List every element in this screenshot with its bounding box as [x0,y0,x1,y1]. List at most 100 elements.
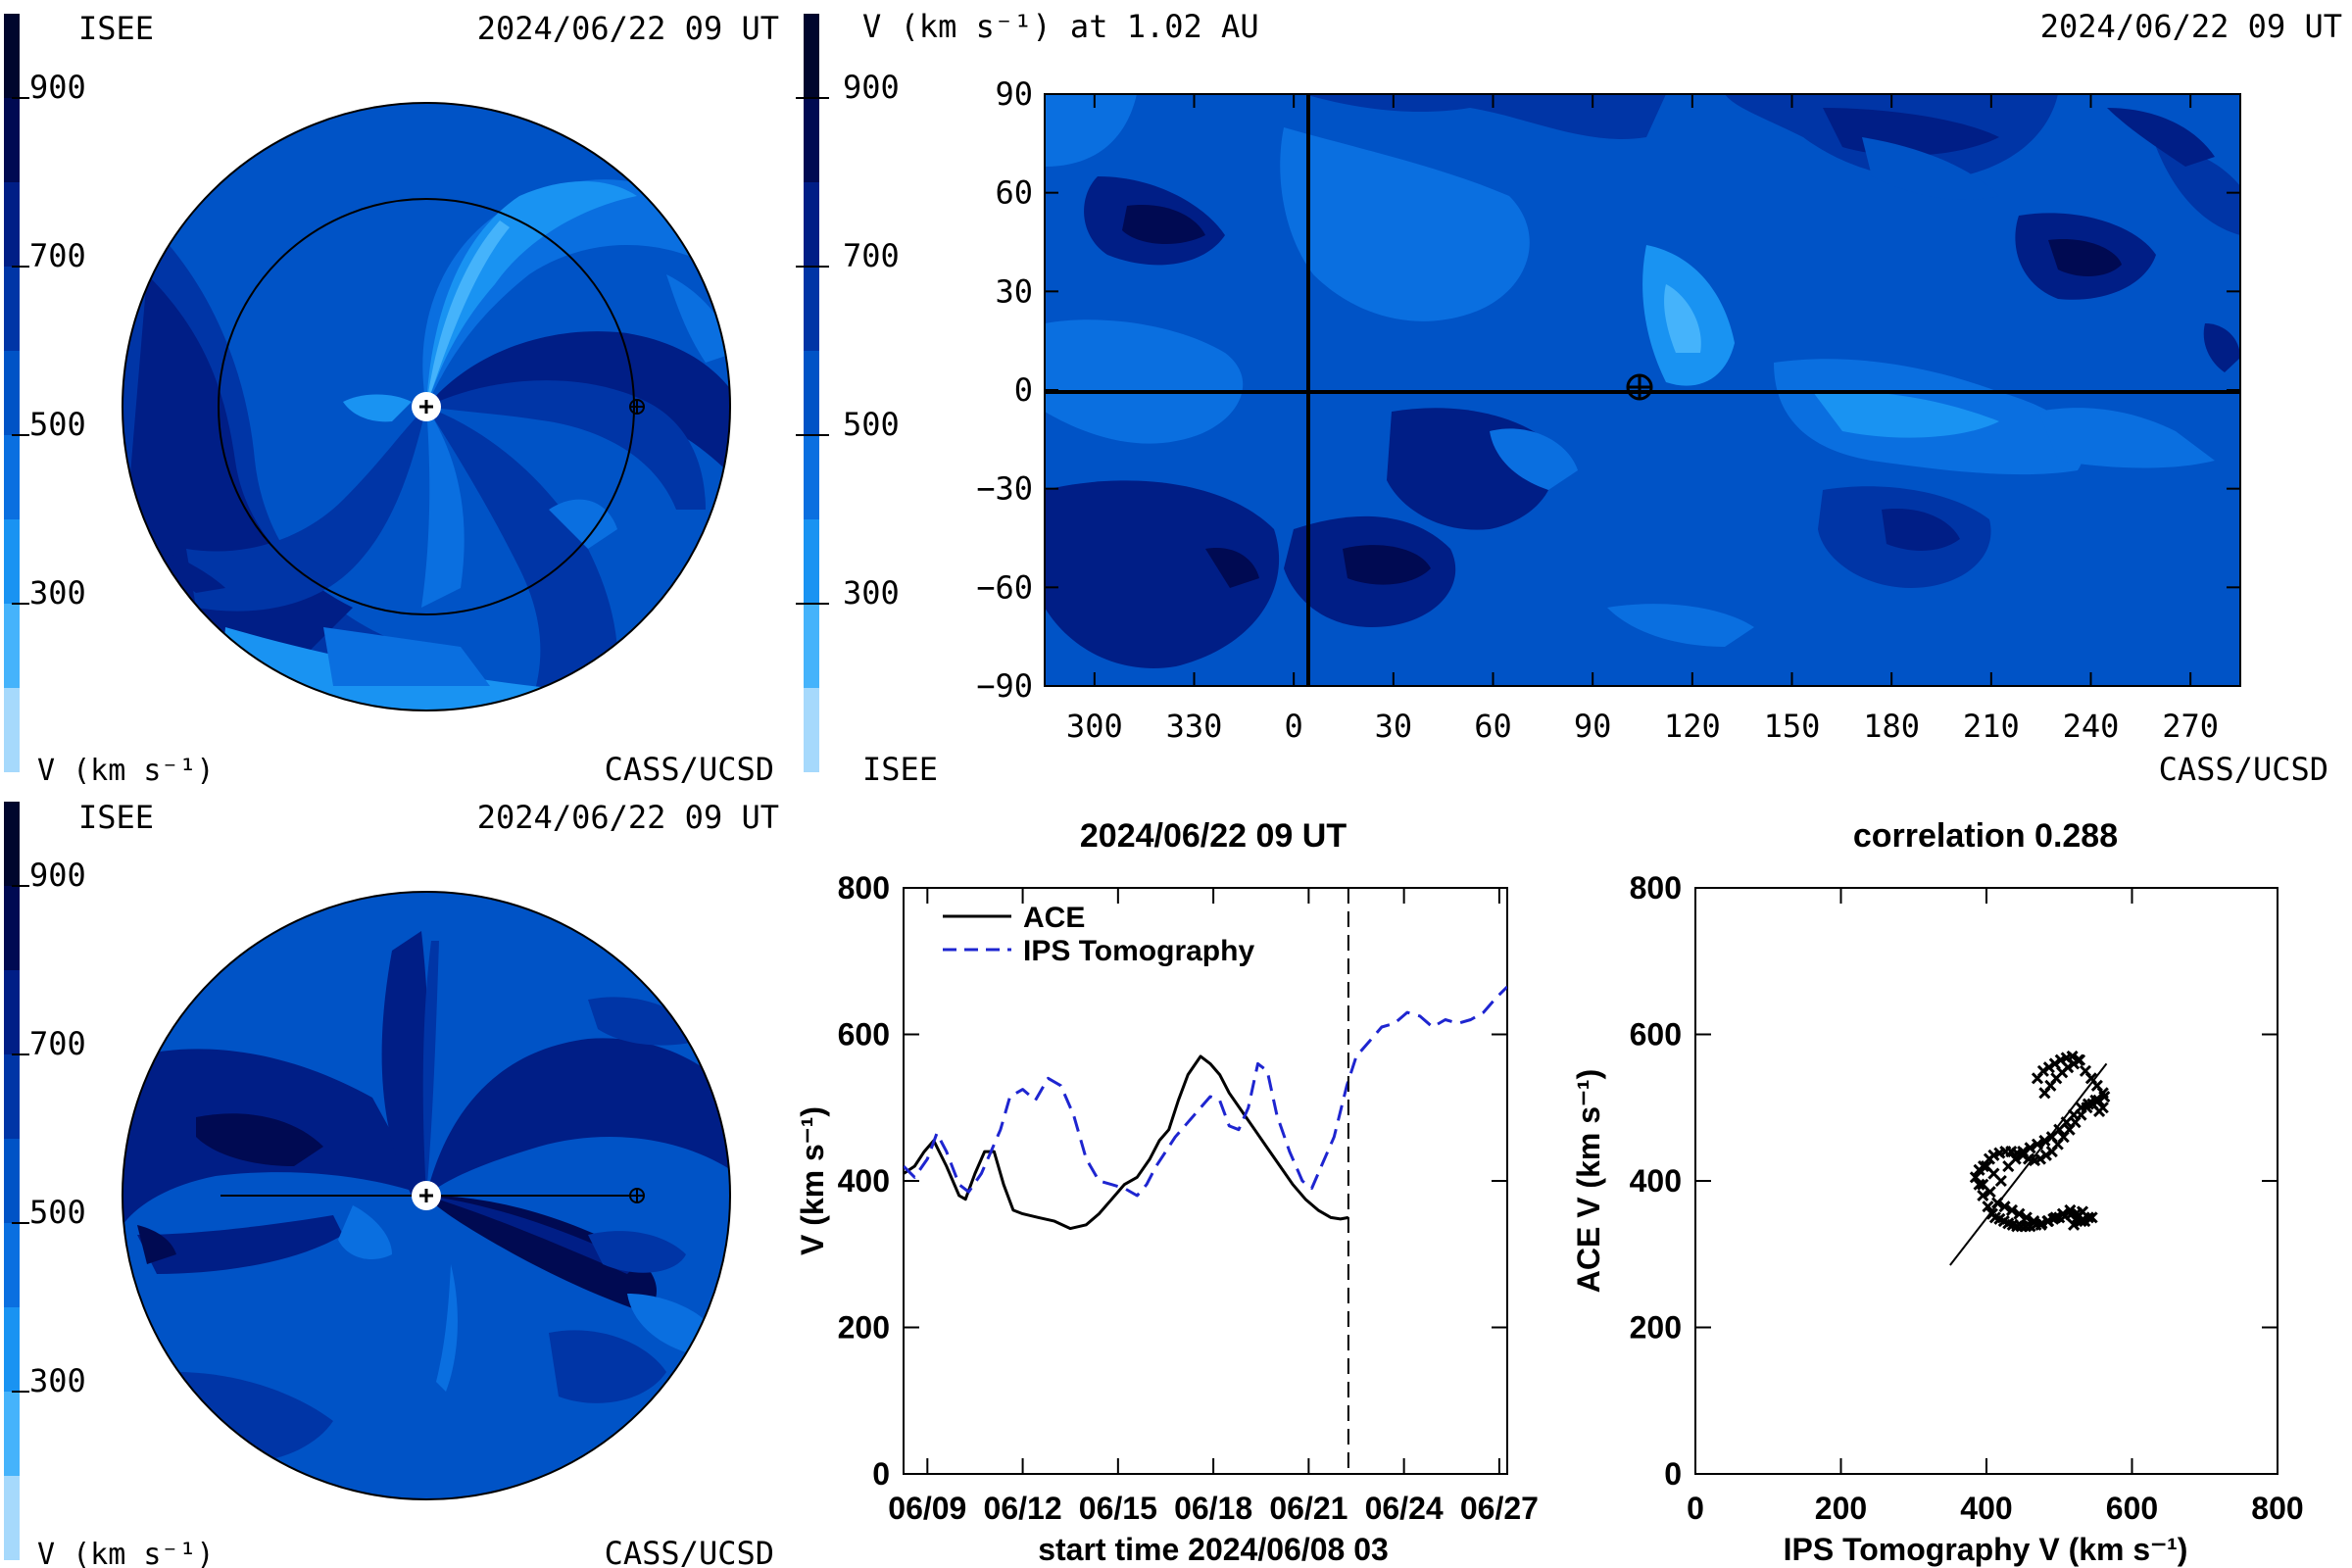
ts-y-tick-label: 800 [838,870,890,906]
bl-unit-label: V (km s⁻¹) [37,1538,215,1568]
tr-x-tick-label: 330 [1166,708,1223,745]
sc-point [2042,1061,2055,1074]
ts-x-tick-label: 06/09 [888,1491,966,1526]
tr-org-left: ISEE [862,751,938,788]
sc-point [2017,1149,2030,1161]
sc-point [2013,1207,2026,1220]
ts-plot-area [904,985,1507,1231]
colorbar3-label-900: 900 [29,857,86,894]
sc-x-tick-label: 400 [1960,1491,2012,1526]
ts-x-tick-label: 06/15 [1079,1491,1157,1526]
sc-point [2068,1057,2081,1070]
tr-x-tick-label: 0 [1285,708,1303,745]
sc-point [2034,1152,2047,1165]
sc-point [2096,1087,2109,1100]
sc-point [2082,1211,2095,1224]
tr-x-tick-label: 240 [2063,708,2120,745]
sc-point [1982,1200,1994,1213]
tr-x-tick-label: 90 [1574,708,1612,745]
tr-x-tick-label: 30 [1375,708,1413,745]
sc-y-tick-label: 200 [1630,1310,1682,1346]
sc-y-tick-label: 400 [1630,1163,1682,1199]
sc-point [2031,1138,2044,1151]
bl-org-left: ISEE [78,799,154,836]
ts-legend-ace: ACE [1023,902,1085,934]
sc-x-tick-label: 600 [2106,1491,2158,1526]
sc-point [1994,1174,2007,1188]
sc-point [1973,1178,1985,1191]
ts-y-tick-label: 0 [872,1456,890,1492]
tr-x-tick-label: 120 [1664,708,1721,745]
colorbar2-label-900: 900 [843,69,900,106]
colorbar-left-bottom: 900 700 500 300 [4,802,86,1560]
colorbar-label-900: 900 [29,69,86,106]
colorbar-label-700: 700 [29,237,86,274]
sc-point [2039,1149,2052,1161]
sc-x-tick-label: 800 [2251,1491,2303,1526]
tr-earth-icon [1626,373,1653,401]
colorbar2-label-700: 700 [843,237,900,274]
tr-x-tick-label: 150 [1764,708,1821,745]
sc-plot-area [1949,1050,2111,1266]
colorbar2-label-300: 300 [843,574,900,612]
sc-point [2085,1211,2098,1224]
sc-title: correlation 0.288 [1853,817,2118,855]
colorbar3-label-700: 700 [29,1025,86,1062]
sc-fit-line [1949,1062,2108,1266]
tr-x-tick-label: 60 [1474,708,1512,745]
sc-point [2036,1064,2049,1077]
ts-series-ips [904,985,1507,1198]
colorbar-left-top: 900 700 500 300 [4,14,86,772]
sc-point [2075,1215,2087,1228]
colorbar3-label-500: 500 [29,1194,86,1231]
sc-x-tick-label: 0 [1687,1491,1704,1526]
tr-y-tick-label: −90 [976,667,1033,705]
sc-point [2038,1134,2051,1147]
bl-datetime: 2024/06/22 09 UT [477,799,779,836]
colorbar3-label-300: 300 [29,1362,86,1399]
tr-y-tick-label: 90 [995,75,1033,113]
timeseries-panel: 2024/06/22 09 UT 0 200 400 600 800 06/09 06/12… [795,817,1539,1567]
ts-y-tick-label: 200 [838,1310,890,1346]
sc-point [2020,1220,2033,1233]
ts-legend: ACE IPS Tomography [943,902,1254,967]
ts-x-tick-label: 06/21 [1269,1491,1348,1526]
tr-x-tick-label: 210 [1963,708,2020,745]
tr-y-tick-label: 0 [1014,371,1033,409]
colorbar-middle-top: 900 700 500 300 [796,14,900,772]
sc-point [2086,1098,2099,1110]
tr-y-tick-label: 30 [995,272,1033,310]
ts-legend-ips: IPS Tomography [1023,935,1254,967]
sc-point [2092,1094,2105,1106]
colorbar2-label-500: 500 [843,406,900,443]
top-left-panel: ISEE 2024/06/22 09 UT V (km s⁻¹) CASS/UC… [37,10,779,788]
sc-point [2062,1061,2075,1074]
sc-ylabel: ACE V (km s⁻¹) [1571,1069,1606,1293]
tr-y-tick-label: −30 [976,470,1033,508]
tr-x-axis: 300 330 0 30 60 90 120 150 180 210 240 270 [1066,94,2219,745]
tl-velocity-contours [122,103,730,710]
ts-xlabel: start time 2024/06/08 03 [1038,1532,1389,1567]
colorbar-label-500: 500 [29,406,86,443]
tl-datetime: 2024/06/22 09 UT [477,10,779,47]
tr-x-tick-label: 270 [2162,708,2219,745]
sc-point [2081,1102,2093,1114]
sc-xlabel: IPS Tomography V (km s⁻¹) [1784,1532,2188,1567]
scatter-panel: correlation 0.288 0 200 400 600 800 0 200 400 60… [1571,817,2304,1567]
sc-y-tick-label: 800 [1630,870,1682,906]
ts-x-tick-label: 06/27 [1460,1491,1539,1526]
tr-y-tick-label: 60 [995,174,1033,212]
tl-org-left: ISEE [78,10,154,47]
top-right-panel: V (km s⁻¹) at 1.02 AU 2024/06/22 09 UT I… [862,8,2342,788]
ts-x-tick-label: 06/12 [984,1491,1062,1526]
ts-y-tick-label: 600 [838,1017,890,1053]
sc-y-tick-label: 600 [1630,1017,1682,1053]
ts-axes: 0 200 400 600 800 06/09 06/12 06/15 06/18 06/21 06… [838,870,1539,1526]
sc-point [1977,1189,1989,1202]
earth-icon [629,399,645,415]
tr-org-right: CASS/UCSD [2159,751,2328,788]
ts-title: 2024/06/22 09 UT [1080,817,1347,855]
sc-point [2005,1203,2019,1216]
sc-point [2073,1054,2086,1066]
